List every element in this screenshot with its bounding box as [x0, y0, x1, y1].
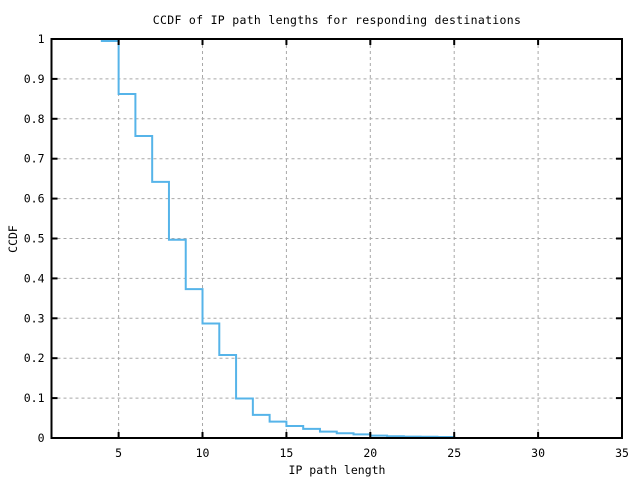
svg-text:0.9: 0.9	[24, 72, 45, 86]
chart-title: CCDF of IP path lengths for responding d…	[152, 13, 522, 27]
svg-text:0.8: 0.8	[24, 112, 45, 126]
x-axis-label: IP path length	[288, 463, 386, 477]
svg-text:20: 20	[363, 446, 377, 460]
svg-text:0.4: 0.4	[24, 271, 45, 285]
x-tick-labels: 5 10 15 20 25 30 35	[115, 446, 629, 460]
svg-text:0: 0	[38, 431, 45, 445]
svg-text:0.7: 0.7	[24, 152, 45, 166]
svg-text:0.3: 0.3	[24, 311, 45, 325]
y-tick-labels: 0 0.1 0.2 0.3 0.4 0.5 0.6 0.7 0.8 0.9 1	[24, 32, 45, 445]
svg-text:1: 1	[38, 32, 45, 46]
grid-lines	[51, 39, 622, 438]
svg-text:35: 35	[615, 446, 629, 460]
svg-text:15: 15	[279, 446, 293, 460]
svg-text:25: 25	[447, 446, 461, 460]
ccdf-curve	[85, 38, 456, 439]
svg-text:5: 5	[115, 446, 122, 460]
svg-text:10: 10	[196, 446, 210, 460]
svg-text:0.2: 0.2	[24, 351, 45, 365]
svg-text:0.5: 0.5	[24, 232, 45, 246]
axis-ticks	[51, 38, 623, 439]
svg-text:0.1: 0.1	[24, 391, 45, 405]
svg-text:0.6: 0.6	[24, 192, 45, 206]
svg-text:30: 30	[531, 446, 545, 460]
